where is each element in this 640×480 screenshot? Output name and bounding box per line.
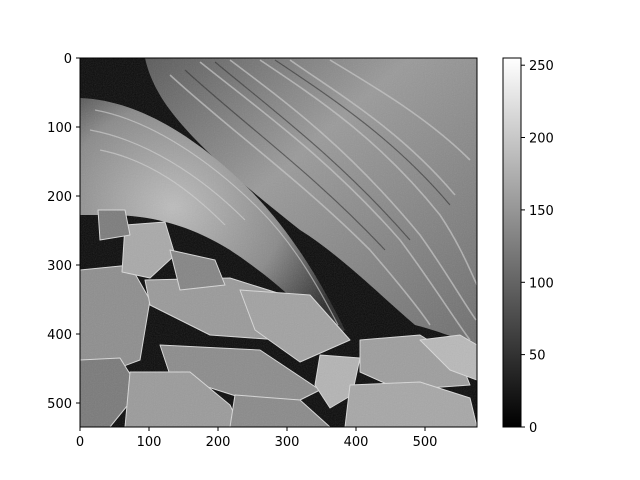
colorbar-tick: 0: [521, 421, 537, 436]
colorbar-tick: 250: [521, 59, 554, 74]
colorbar-tick-label: 0: [529, 421, 537, 436]
y-tick-label: 300: [47, 259, 72, 274]
x-tick: 100: [137, 427, 162, 450]
colorbar-tick-label: 200: [529, 132, 554, 147]
y-tick-label: 100: [47, 121, 72, 136]
y-tick-label: 200: [47, 190, 72, 205]
colorbar-tick-label: 50: [529, 349, 546, 364]
y-tick-label: 500: [47, 397, 72, 412]
x-tick-label: 300: [275, 435, 300, 450]
colorbar-tick-label: 250: [529, 59, 554, 74]
y-tick: 300: [47, 259, 80, 274]
x-tick-label: 400: [344, 435, 369, 450]
x-tick-label: 0: [76, 435, 84, 450]
y-tick-label: 400: [47, 328, 72, 343]
micrograph-image: [80, 58, 477, 427]
x-tick: 300: [275, 427, 300, 450]
y-tick-label: 0: [64, 52, 72, 67]
y-tick: 0: [64, 52, 80, 67]
colorbar-tick-label: 100: [529, 276, 554, 291]
x-axis: 0 100 200 300 400 500: [76, 427, 438, 450]
x-tick-label: 500: [413, 435, 438, 450]
x-tick-label: 200: [206, 435, 231, 450]
colorbar-gradient: [502, 57, 522, 428]
x-tick: 200: [206, 427, 231, 450]
y-tick: 400: [47, 328, 80, 343]
colorbar-tick: 200: [521, 132, 554, 147]
y-tick: 200: [47, 190, 80, 205]
y-axis: 0 100 200 300 400 500: [47, 52, 80, 412]
image-axes-frame: [79, 57, 478, 428]
x-tick: 500: [413, 427, 438, 450]
colorbar-tick: 50: [521, 349, 546, 364]
x-tick: 400: [344, 427, 369, 450]
y-tick: 500: [47, 397, 80, 412]
colorbar-tick-label: 150: [529, 204, 554, 219]
x-tick: 0: [76, 427, 84, 450]
colorbar: 0 50 100 150 200 250: [502, 57, 554, 436]
colorbar-tick: 150: [521, 204, 554, 219]
y-tick: 100: [47, 121, 80, 136]
x-tick-label: 100: [137, 435, 162, 450]
colorbar-tick: 100: [521, 276, 554, 291]
